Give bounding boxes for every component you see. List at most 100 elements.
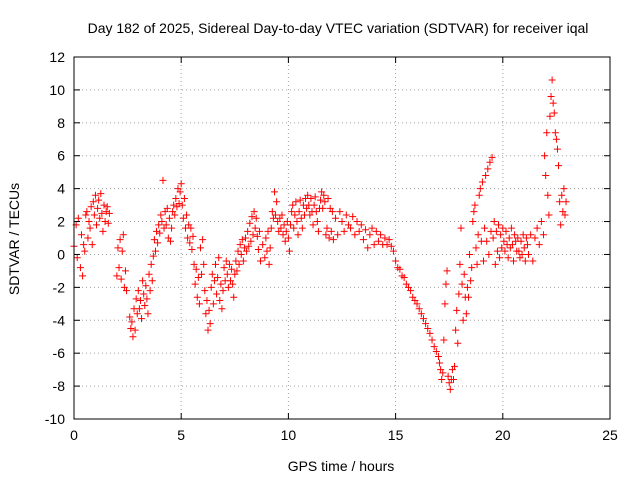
data-point [557,221,565,229]
data-point [193,293,201,301]
data-point [543,129,551,137]
data-point [156,229,164,237]
data-point [320,191,328,199]
data-point [439,369,447,377]
data-point [336,208,344,216]
data-point [213,290,221,298]
data-point [244,227,252,235]
data-point [176,188,184,196]
data-point [105,209,113,217]
data-point [488,153,496,161]
data-point [139,277,147,285]
data-point [413,300,421,308]
data-point [255,227,263,235]
data-point [498,244,506,252]
data-point [485,250,493,258]
data-point [287,221,295,229]
data-point [198,270,206,278]
data-point [481,224,489,232]
data-point [74,214,82,222]
data-point [208,270,216,278]
x-tick-label: 0 [70,427,78,443]
data-point [508,241,516,249]
data-point [359,236,367,244]
data-point [468,264,476,272]
data-point [81,247,89,255]
data-points [70,76,570,393]
data-point [166,237,174,245]
data-point [128,318,136,326]
data-point [218,305,226,313]
data-point [170,201,178,209]
data-point [113,272,121,280]
data-point [261,254,269,262]
data-point [253,232,261,240]
data-point [470,208,478,216]
data-point [463,283,471,291]
data-point [444,372,452,380]
data-point [493,247,501,255]
data-point [123,287,131,295]
data-point [265,260,273,268]
data-point [196,244,204,252]
data-point [327,227,335,235]
data-point [347,224,355,232]
data-point [222,257,230,265]
data-point [291,211,299,219]
data-point [266,244,274,252]
data-point [507,224,515,232]
data-point [549,99,557,107]
data-point [426,329,434,337]
data-point [186,239,194,247]
data-point [486,158,494,166]
data-point [387,242,395,250]
data-point [121,267,129,275]
data-point [527,231,535,239]
data-point [248,213,256,221]
data-point [288,208,296,216]
data-point [491,260,499,268]
data-point [531,234,539,242]
data-point [546,112,554,120]
data-point [396,265,404,273]
data-point [263,247,271,255]
data-point [535,241,543,249]
data-point [99,227,107,235]
data-point [469,218,477,226]
y-tick-label: -8 [53,378,66,394]
data-point [499,224,507,232]
data-point [277,224,285,232]
data-point [90,211,98,219]
data-point [424,325,432,332]
data-point [290,224,298,232]
data-point [323,224,331,232]
data-point [556,198,564,206]
data-point [550,109,558,117]
data-point [184,234,192,242]
data-point [183,211,191,219]
data-point [505,234,513,242]
data-point [242,234,250,242]
data-point [251,224,259,232]
chart-title: Day 182 of 2025, Sidereal Day-to-day VTE… [88,20,589,36]
data-point [207,283,215,291]
x-tick-label: 25 [602,427,618,443]
data-point [117,275,125,283]
data-point [283,218,291,226]
data-point [533,224,541,232]
data-point [237,250,245,258]
data-point [511,231,519,239]
data-point [515,247,523,255]
data-point [259,241,267,249]
data-point [362,226,370,234]
data-point [171,211,179,219]
data-point [504,254,512,262]
data-point [175,199,183,207]
data-point [85,218,93,226]
data-point [203,297,211,305]
data-point [366,231,374,239]
data-point [192,265,200,273]
data-point [311,193,319,201]
data-point [235,260,243,268]
